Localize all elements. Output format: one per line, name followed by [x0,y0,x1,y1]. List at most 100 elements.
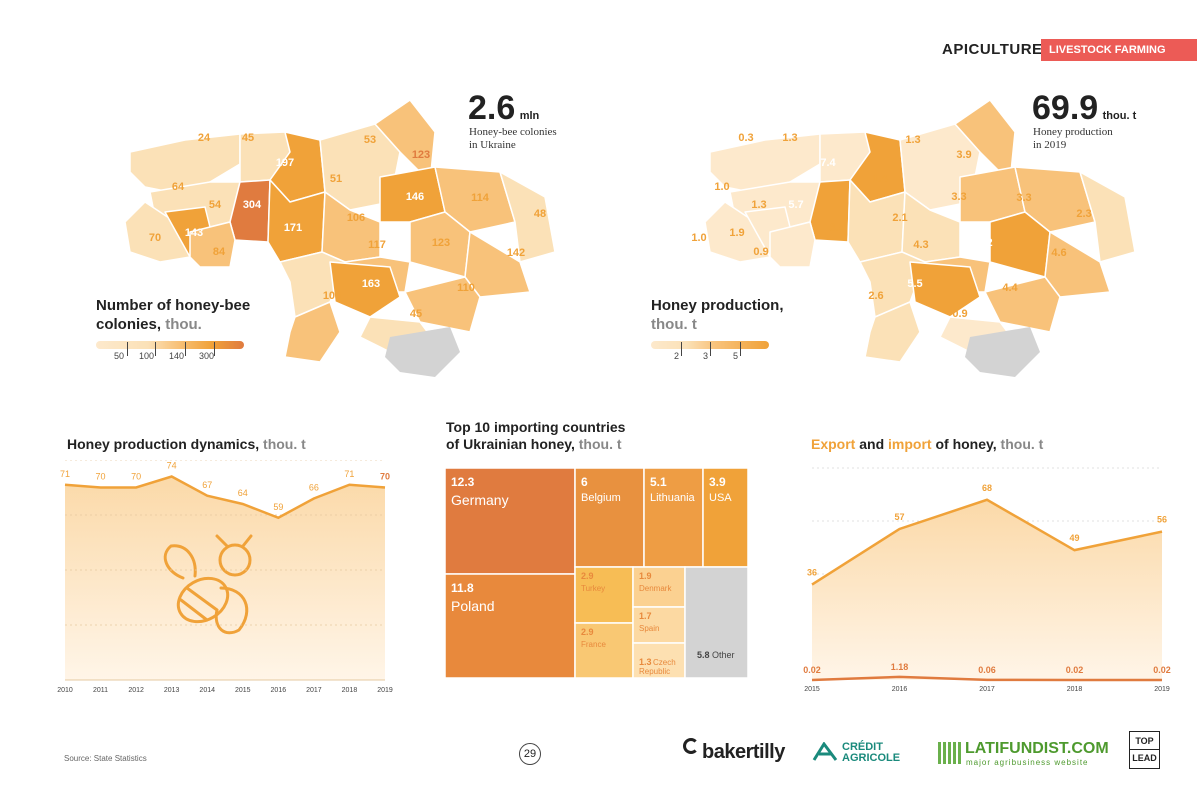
legend-tick-label: 300 [199,351,215,361]
legend-tick-label: 5 [733,351,739,361]
area-fill [65,476,385,680]
production-total: 69.9 thou. t [1032,89,1137,127]
region-label: 1.4 [872,173,888,185]
page-number: 29 [519,743,541,765]
data-label: 71 [344,469,354,479]
legend-tick-label: 3 [703,351,709,361]
colonies-total: 2.6 mln [468,89,540,127]
production-legend-title: Honey production, thou. t [651,297,784,333]
region-label: 24 [198,132,211,144]
region-label: 197 [276,157,294,169]
region-label: 4.3 [913,239,928,251]
region-label: 146 [406,191,424,203]
map-region [404,276,481,333]
region-label: 110 [457,282,475,294]
region-label: 2.6 [868,290,883,302]
toplead-logo: TOP LEAD [1129,731,1160,769]
source-note: Source: State Statistics [64,754,147,763]
legend-tick-mark [681,342,682,356]
import-data-label: 0.02 [803,665,821,675]
region-label: 105 [323,290,341,302]
legend-tick-mark [127,342,128,356]
treemap-label: Spain [639,624,659,633]
section-title: APICULTURE [942,41,1043,58]
data-label: 70 [131,472,141,482]
import-data-label: 0.02 [1153,665,1171,675]
colonies-legend-bar [96,341,244,349]
map-region [189,221,236,268]
region-label: 70 [149,232,161,244]
region-label: 3.3 [951,191,966,203]
region-label: 163 [362,278,380,290]
crimea-region [965,327,1040,377]
data-label: 70 [380,472,390,482]
x-tick-label: 2019 [1154,686,1170,693]
treemap-label: Lithuania [650,492,696,504]
credit-agricole-logo: CRÉDIT AGRICOLE [842,741,901,764]
legend-tick-label: 50 [114,351,125,361]
data-label: 64 [238,488,248,498]
x-tick-label: 2010 [57,687,73,694]
legend-tick-label: 2 [674,351,680,361]
map-region [284,301,341,363]
treemap-value: 12.3 [451,475,475,489]
bakertilly-logo: bakertilly [702,741,785,763]
treemap-label: Czech [653,658,676,667]
x-tick-label: 2018 [342,687,358,694]
treemap-label: Republic [639,667,670,676]
x-tick-label: 2017 [979,686,995,693]
treemap-label: 5.8 Other [697,650,735,660]
region-label: 7.4 [820,157,836,169]
region-label: 117 [368,239,386,251]
latifundist-logo-icon [938,742,962,764]
legend-tick-mark [155,342,156,356]
colonies-map: 24 45 53 123 197 64 51 54 304 146 114 48… [124,99,556,377]
map-region [329,261,401,318]
export-data-label: 49 [1069,533,1079,543]
region-label: 123 [432,237,450,249]
treemap-cell [574,622,634,678]
production-map: 0.3 1.3 1.3 7.4 3.9 1.4 1.0 1.3 5.7 3.3 … [691,99,1136,377]
map-region [1014,166,1096,233]
dynamics-title: Honey production dynamics, thou. t [67,436,306,452]
region-label: 3.9 [829,222,844,234]
region-label: 0.9 [952,308,967,320]
region-label: 123 [412,149,430,161]
export-data-label: 36 [807,568,817,578]
treemap-label: Poland [451,598,495,614]
region-label: 0.9 [753,246,768,258]
x-tick-label: 2012 [128,687,144,694]
data-label: 67 [202,480,212,490]
export-data-label: 68 [982,483,992,493]
map-region [864,301,921,363]
data-label: 70 [96,472,106,482]
legend-tick-mark [214,342,215,356]
treemap-value: 6 [581,475,588,489]
x-tick-label: 2017 [306,687,322,694]
data-label: 71 [60,469,70,479]
x-tick-label: 2016 [271,687,287,694]
crimea-region [385,327,460,377]
treemap-value: 2.9 [581,571,594,581]
x-tick-label: 2015 [235,687,251,694]
region-label: 64 [172,181,185,193]
treemap-value: 1.9 [639,571,652,581]
region-label: 3.3 [1016,192,1031,204]
bakertilly-logo-icon [683,738,699,754]
colonies-legend-title: Number of honey-bee colonies, thou. [96,297,251,333]
treemap-label: France [581,640,606,649]
x-tick-label: 2014 [199,687,215,694]
treemap-value: 3.9 [709,475,726,489]
bee-icon [163,534,253,635]
import-line [811,675,1162,682]
legend-tick-mark [185,342,186,356]
region-label: 106 [347,212,365,224]
region-label: 5.7 [788,199,803,211]
region-label: 142 [507,247,525,259]
treemap-label: Denmark [639,584,672,593]
treemap-cell [632,606,686,644]
treemap-value: 5.1 [650,475,667,489]
x-tick-label: 2018 [1067,686,1083,693]
x-tick-label: 2011 [93,687,108,694]
export-data-label: 57 [894,512,904,522]
